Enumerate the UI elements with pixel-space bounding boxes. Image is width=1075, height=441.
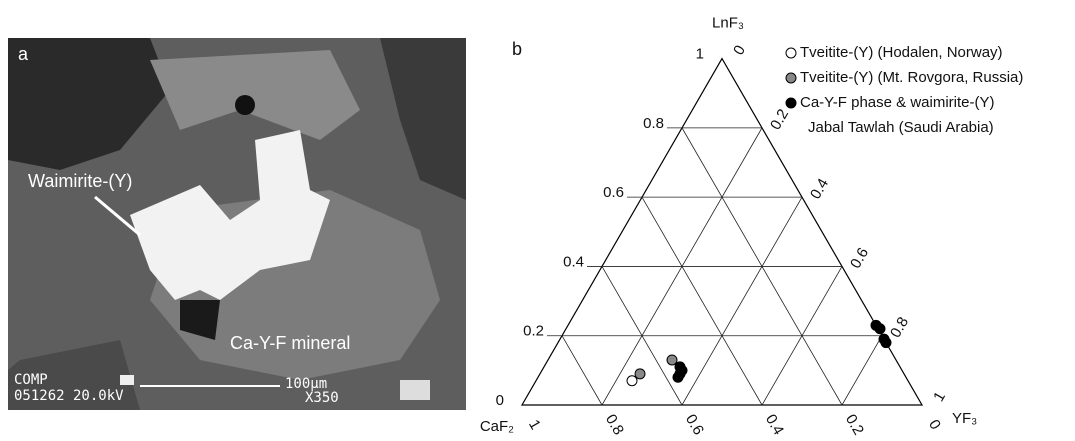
yf3-tick-label: 0.2 bbox=[767, 106, 792, 133]
legend-label: Jabal Tawlah (Saudi Arabia) bbox=[808, 119, 994, 136]
caf2-tick-label: 0.6 bbox=[682, 411, 707, 438]
vertex-label: YF₃ bbox=[952, 410, 977, 427]
yf3-tick-label: 0.4 bbox=[807, 176, 832, 203]
legend-label: Ca-Y-F phase & waimirite-(Y) bbox=[800, 94, 995, 111]
lnf3-tick-label: 0.8 bbox=[643, 115, 664, 132]
photo-pore bbox=[235, 95, 255, 115]
legend-marker bbox=[786, 73, 796, 83]
legend-label: Tveitite-(Y) (Hodalen, Norway) bbox=[800, 44, 1003, 61]
caf2-tick-label: 0.2 bbox=[842, 411, 867, 438]
lnf3-tick-label: 0.4 bbox=[563, 253, 584, 270]
data-point bbox=[667, 355, 677, 365]
footer-text: COMP bbox=[14, 372, 48, 388]
data-point bbox=[881, 338, 891, 348]
mineral-label: Ca-Y-F mineral bbox=[230, 333, 350, 353]
photo-panel: a Waimirite-(Y) Ca-Y-F mineral COMP 0512… bbox=[8, 38, 466, 410]
legend-marker bbox=[786, 48, 796, 58]
data-point bbox=[627, 376, 637, 386]
mineral-label: Waimirite-(Y) bbox=[28, 171, 132, 191]
data-point bbox=[875, 324, 885, 334]
legend-label: Tveitite-(Y) (Mt. Rovgora, Russia) bbox=[800, 69, 1023, 86]
photo-bright-grain bbox=[120, 375, 134, 385]
data-point bbox=[635, 369, 645, 379]
panel-label: a bbox=[18, 44, 29, 64]
caf2-tick-label: 0.4 bbox=[762, 411, 787, 438]
grid-line bbox=[842, 336, 882, 405]
magnification: X350 bbox=[305, 390, 339, 406]
legend-marker bbox=[786, 98, 796, 108]
grid-line bbox=[642, 197, 762, 405]
yf3-tick-label: 0.6 bbox=[847, 245, 872, 272]
vertex-label: CaF₂ bbox=[480, 418, 514, 435]
photo-bright-grain bbox=[400, 380, 430, 400]
yf3-tick-label: 0 bbox=[730, 42, 749, 58]
panel-label: b bbox=[512, 39, 522, 59]
data-point bbox=[675, 369, 685, 379]
grid-line bbox=[682, 197, 802, 405]
lnf3-tick-label: 0 bbox=[496, 392, 504, 409]
caf2-tick-label: 0.8 bbox=[602, 411, 627, 438]
caf2-tick-label: 0 bbox=[925, 417, 944, 433]
lnf3-tick-label: 0.2 bbox=[523, 323, 544, 340]
lnf3-tick-label: 0.6 bbox=[603, 184, 624, 201]
vertex-label: LnF₃ bbox=[712, 15, 744, 32]
caf2-tick-label: 1 bbox=[525, 417, 544, 433]
figure: a Waimirite-(Y) Ca-Y-F mineral COMP 0512… bbox=[0, 0, 1075, 441]
yf3-tick-label: 0.8 bbox=[887, 314, 912, 341]
grid-line bbox=[562, 336, 602, 405]
footer-text: 051262 20.0kV bbox=[14, 388, 124, 404]
yf3-tick-label: 1 bbox=[930, 389, 949, 405]
lnf3-tick-label: 1 bbox=[696, 46, 704, 63]
